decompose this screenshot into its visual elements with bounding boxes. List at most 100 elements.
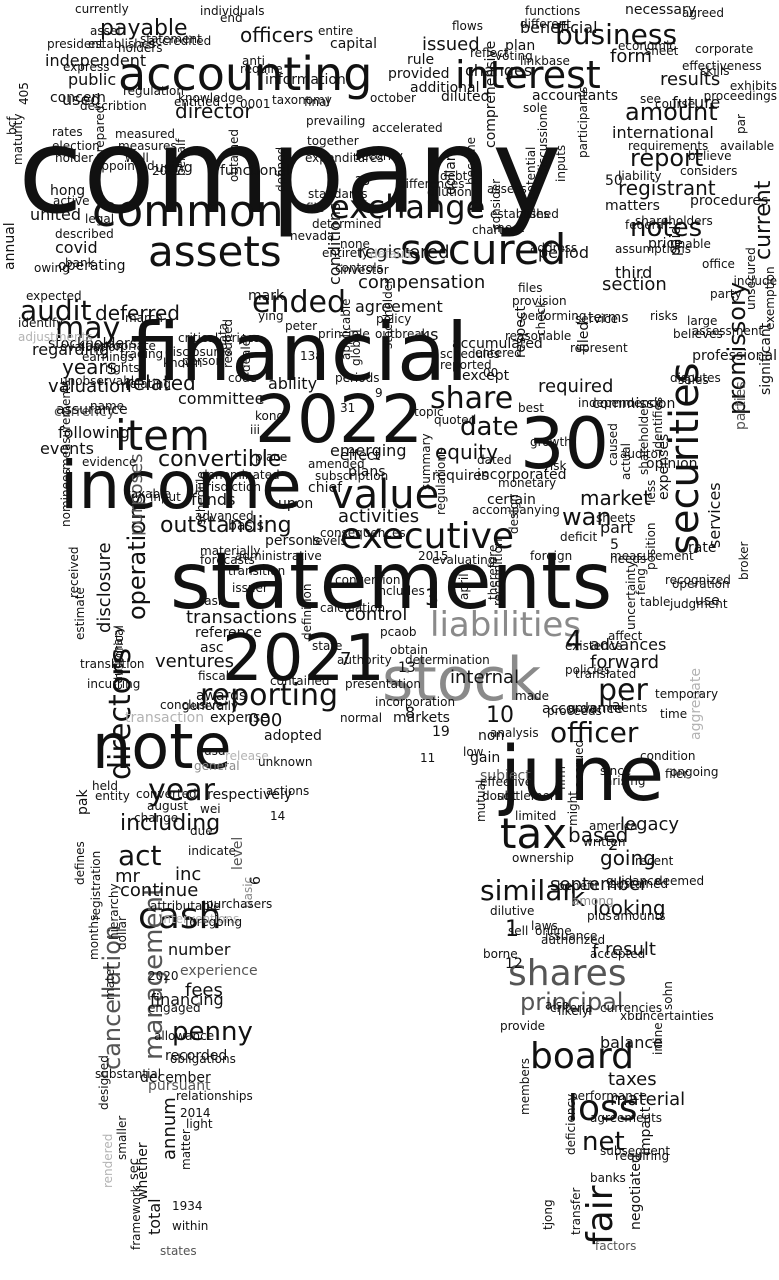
word-office: office [702, 257, 735, 271]
word-measurement: measurement [610, 549, 694, 563]
word-address: address [530, 241, 577, 255]
word-fees: fees [185, 980, 223, 1001]
word-looking: looking [593, 896, 666, 920]
word-iii: iii [250, 423, 260, 437]
word-inputs: inputs [554, 145, 568, 182]
word-similar: similar [480, 874, 574, 907]
word-cautionary: cautionary [111, 626, 125, 690]
word-likely: likely [558, 1004, 589, 1018]
word-unobservable: unobservable [60, 374, 142, 388]
word-monetary: monetary [498, 476, 556, 490]
word-basic: basic [241, 877, 255, 908]
word-third: third [615, 263, 652, 282]
word-current: current [751, 180, 776, 260]
word-bcf: bcf [5, 116, 19, 135]
word-participants: participants [576, 87, 590, 158]
word-provide: provide [500, 1019, 545, 1033]
word-summary: summary [419, 433, 433, 490]
word-materially: materially [200, 544, 261, 558]
word-2022: 2022 [255, 381, 423, 458]
word-result: result [605, 939, 656, 960]
word-actual: actual [619, 443, 633, 480]
word-annum: annum [159, 1097, 180, 1160]
word-ability: ability [268, 374, 317, 393]
word-shareholder: shareholder [637, 403, 651, 475]
word-capital: capital [330, 36, 377, 52]
word-amounts: amounts [613, 909, 666, 923]
word-provided: provided [388, 66, 449, 82]
word-5: 5 [610, 537, 619, 553]
word-affect: affect [608, 629, 643, 643]
word-investor: investor [340, 263, 389, 277]
word-taxes: taxes [608, 1069, 657, 1090]
word-dealer: dealer [239, 334, 253, 372]
word-firm: firm [554, 766, 568, 790]
word-designed: designed [97, 1055, 111, 1110]
word-income: income [60, 447, 302, 524]
word-established: established [490, 207, 559, 221]
word-critical: critical [178, 331, 218, 345]
word-outstanding: outstanding [160, 513, 292, 538]
word-estimate: estimate [73, 587, 87, 640]
word-par: par [734, 114, 748, 134]
word-disclosure: disclosure [94, 542, 115, 633]
word-sales: sales [678, 373, 709, 387]
word-based: based [568, 823, 628, 847]
word-fair: fair [580, 1185, 621, 1245]
word-september: september [550, 874, 648, 895]
word-00: 00 [483, 366, 498, 380]
word-schedules: schedules [440, 347, 500, 361]
word-banks: banks [590, 1171, 626, 1185]
word-requiring: requiring [615, 1149, 669, 1163]
word-analysis: analysis [490, 726, 539, 740]
word-consequences: consequences [320, 526, 406, 540]
word-related: related [125, 371, 196, 395]
word-entered: entered [475, 346, 522, 360]
word-conversion: conversion [335, 573, 401, 587]
word-recent: recent [635, 854, 674, 868]
word-skills: skills [700, 64, 729, 78]
word-foregoing: foregoing [185, 915, 242, 929]
word-broker: broker [737, 541, 751, 580]
word-activities: activities [338, 506, 419, 527]
word-advances: advances [590, 635, 666, 654]
word-agreements: agreements [590, 1111, 662, 1125]
word-management: management [139, 886, 169, 1060]
word-transaction: transaction [125, 710, 204, 726]
word-files: files [518, 281, 543, 295]
word-additional: additional [410, 80, 480, 96]
word-plus: plus [587, 909, 612, 923]
word-historical: historical [112, 625, 126, 680]
word-comprehensive: comprehensive [483, 41, 499, 148]
word-months: months [87, 915, 101, 960]
word-shareholders: shareholders [635, 214, 713, 228]
word-ventures: ventures [155, 651, 234, 672]
word-price: price [648, 236, 683, 252]
word-10: 10 [486, 703, 514, 728]
word-administrative: administrative [235, 549, 322, 563]
word-note: note [92, 710, 232, 783]
word-less: less [644, 480, 658, 503]
word-commission: commission [592, 396, 675, 412]
word-matter: matter [179, 1129, 193, 1170]
word-filed: filed [576, 322, 592, 352]
word-tjong: tjong [541, 1199, 555, 1230]
word-accepted: accepted [590, 947, 645, 961]
word-holder: holder [55, 151, 93, 165]
word-december: december [140, 1070, 211, 1086]
word-converted: converted [136, 787, 197, 801]
word-accounting: accounting [118, 47, 372, 101]
word-concern: concern [50, 90, 106, 106]
word-material: material [610, 1089, 685, 1110]
word-going: going [600, 846, 656, 870]
word-405: 405 [17, 82, 31, 105]
word-opinion: opinion [646, 456, 698, 472]
word-table: table [640, 595, 670, 609]
word-available: available [720, 139, 774, 153]
word-charter: charter [472, 223, 516, 237]
word-translated: translated [575, 667, 636, 681]
word-report: report [630, 144, 703, 172]
word-assess: assess [487, 182, 527, 196]
word-public: public [68, 70, 116, 89]
word-place: place [255, 450, 287, 464]
